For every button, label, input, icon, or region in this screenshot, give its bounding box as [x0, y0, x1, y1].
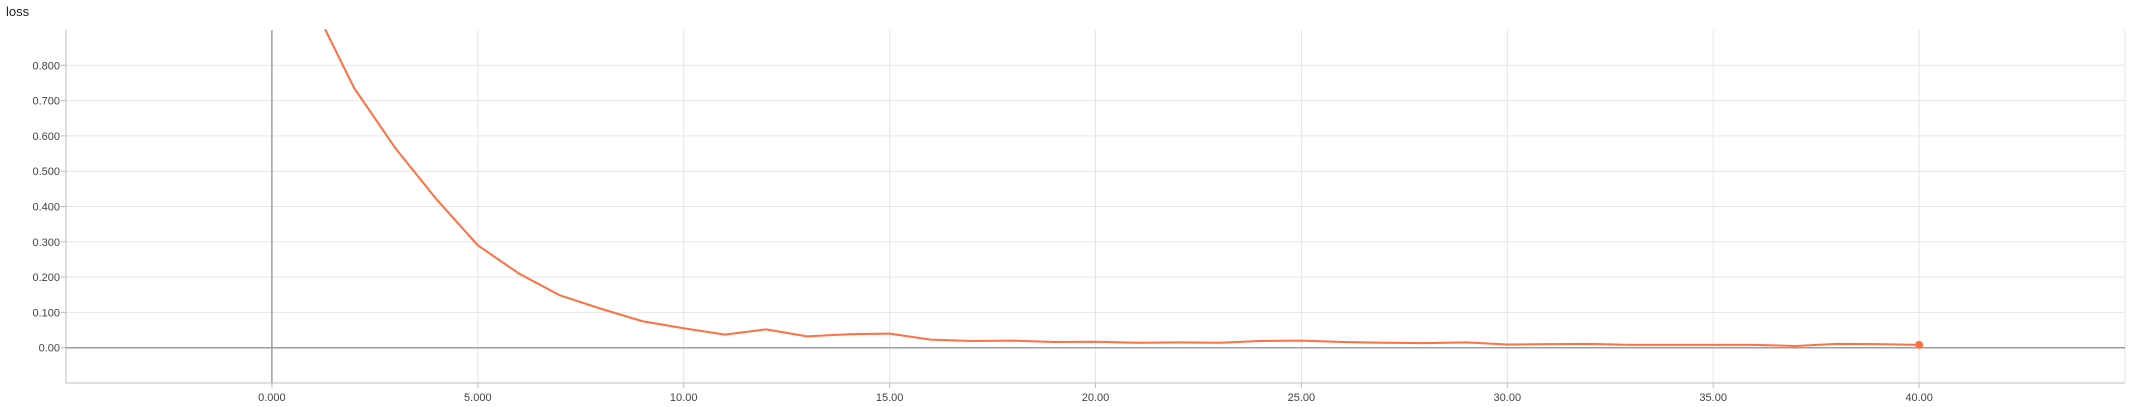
data-point	[1259, 340, 1261, 342]
data-point	[888, 332, 890, 334]
y-tick-label: 0.200	[32, 272, 60, 284]
data-point	[1712, 344, 1714, 346]
y-tick-label: 0.100	[32, 307, 60, 319]
data-point	[641, 320, 643, 322]
data-point	[1094, 340, 1096, 342]
x-tick-label: 10.00	[670, 392, 698, 404]
data-point	[477, 244, 479, 246]
data-point	[1630, 344, 1632, 346]
y-tick-label: 0.800	[32, 60, 60, 72]
x-tick-label: 0.000	[258, 392, 286, 404]
last-data-point	[1915, 340, 1924, 349]
loss-series-line	[324, 29, 1921, 347]
x-tick-label: 35.00	[1699, 392, 1727, 404]
data-point	[1424, 342, 1426, 344]
data-point	[353, 87, 355, 89]
data-point	[1218, 342, 1220, 344]
data-point	[324, 29, 326, 31]
y-tick-label: 0.500	[32, 166, 60, 178]
data-point	[1588, 343, 1590, 345]
x-tick-label: 40.00	[1905, 392, 1933, 404]
y-tick-label: 0.300	[32, 237, 60, 249]
data-point	[724, 333, 726, 335]
data-point	[971, 340, 973, 342]
x-tick-label: 20.00	[1082, 392, 1110, 404]
y-tick-label: 0.00	[39, 343, 60, 355]
data-point	[559, 294, 561, 296]
y-tick-label: 0.700	[32, 96, 60, 108]
data-point	[394, 147, 396, 149]
y-tick-label: 0.600	[32, 131, 60, 143]
data-point	[1383, 342, 1385, 344]
tick-labels: 0.00 0.100 0.200 0.300 0.400 0.500 0.600 0.700 0…	[32, 60, 1932, 404]
chart-title: loss	[6, 4, 30, 19]
data-point	[1341, 341, 1343, 343]
data-point	[600, 308, 602, 310]
y-tick-label: 0.400	[32, 202, 60, 214]
data-point	[1506, 343, 1508, 345]
data-point	[1177, 341, 1179, 343]
grid-lines	[66, 30, 2125, 383]
data-point	[847, 333, 849, 335]
x-tick-label: 30.00	[1494, 392, 1522, 404]
data-point	[1877, 343, 1879, 345]
data-point	[1300, 339, 1302, 341]
data-point	[930, 338, 932, 340]
x-tick-label: 15.00	[876, 392, 904, 404]
data-point	[1465, 341, 1467, 343]
data-point	[683, 327, 685, 329]
data-point	[1671, 344, 1673, 346]
axes	[61, 30, 2126, 388]
data-point	[1753, 344, 1755, 346]
data-point	[765, 328, 767, 330]
series-layer	[324, 29, 1924, 349]
data-point	[435, 198, 437, 200]
data-point	[1135, 342, 1137, 344]
data-point	[1012, 339, 1014, 341]
data-point	[806, 335, 808, 337]
data-point	[518, 272, 520, 274]
data-point	[1836, 343, 1838, 345]
data-point	[1053, 341, 1055, 343]
x-tick-label: 5.000	[464, 392, 492, 404]
data-point	[1794, 345, 1796, 347]
x-tick-label: 25.00	[1288, 392, 1316, 404]
data-point	[1547, 343, 1549, 345]
